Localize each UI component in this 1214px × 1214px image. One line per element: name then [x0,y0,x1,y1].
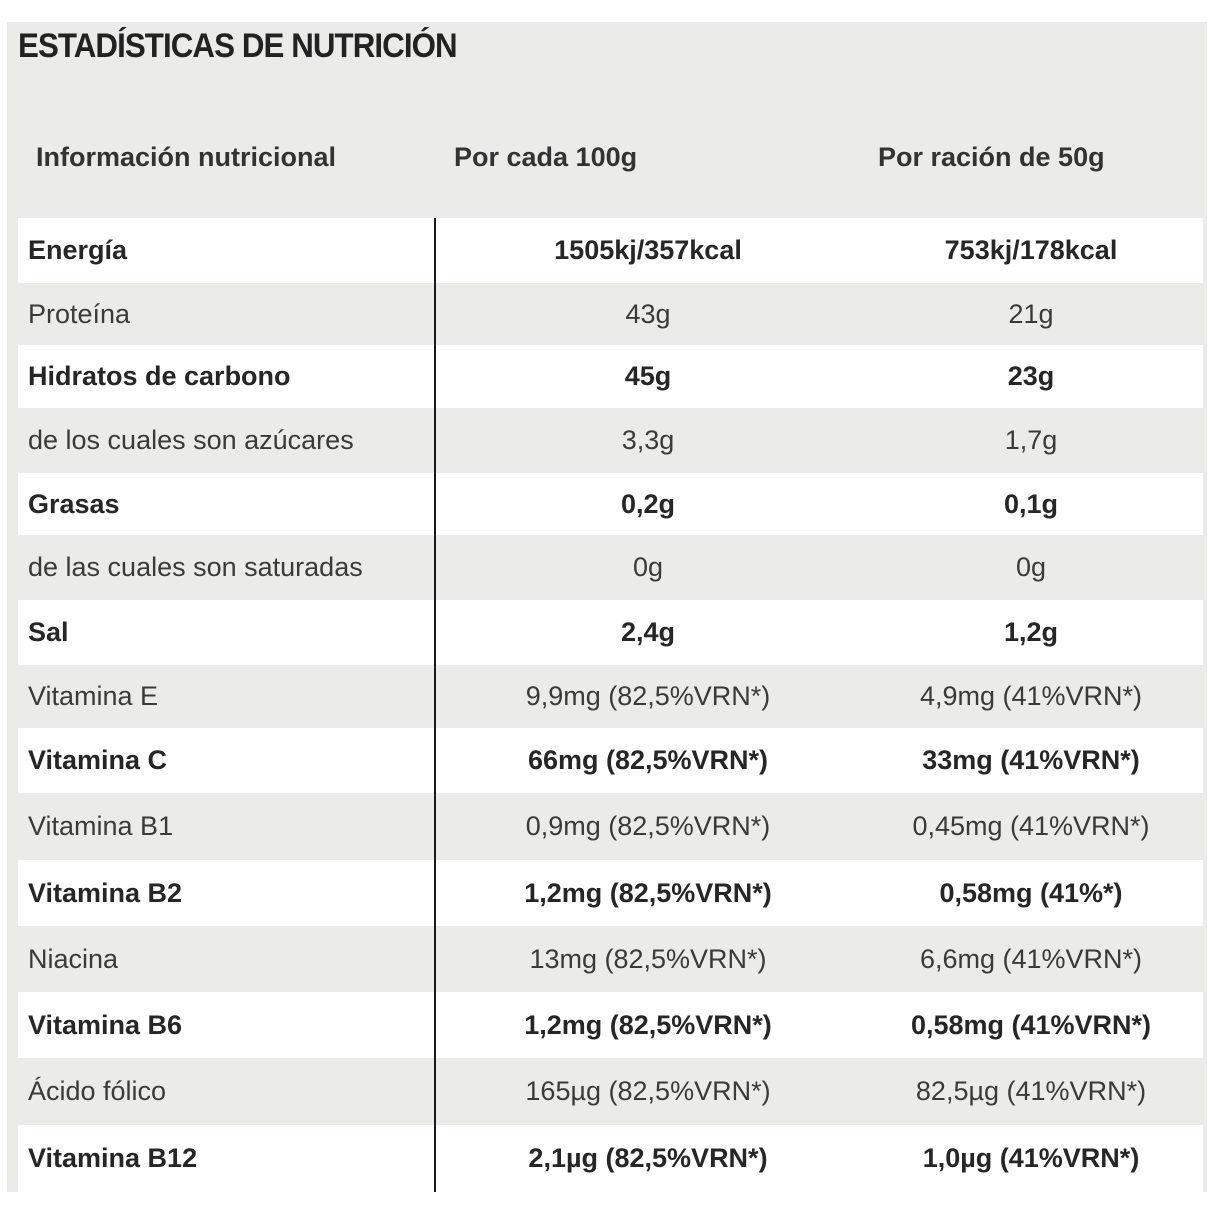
value-per-serving: 6,6mg (41%VRN*) [919,943,1143,974]
table-row: Vitamina B2 1,2mg (82,5%VRN*) 0,58mg (41%*… [18,860,1203,926]
value-per-100g: 1,2mg (82,5%VRN*) [524,877,772,908]
value-per-serving: 753kj/178kcal [944,235,1118,265]
header-per-100g: Por cada 100g [454,142,638,172]
table-row: Vitamina B1 0,9mg (82,5%VRN*) 0,45mg (41%V… [18,793,1203,860]
value-per-100g: 9,9mg (82,5%VRN*) [525,681,771,711]
nutrient-name: Vitamina B2 [28,877,183,908]
column-divider [434,218,436,1192]
value-per-serving: 4,9mg (41%VRN*) [919,681,1143,711]
value-per-100g: 165µg (82,5%VRN*) [525,1076,771,1106]
nutrient-name: Niacina [28,943,119,974]
table-row: Vitamina E 9,9mg (82,5%VRN*) 4,9mg (41%VRN… [18,665,1203,728]
table-row: Hidratos de carbono 45g 23g [18,345,1203,408]
value-per-100g: 1,2mg (82,5%VRN*) [524,1009,772,1040]
value-per-100g: 0,9mg (82,5%VRN*) [525,811,771,841]
table-row: Vitamina B12 2,1µg (82,5%VRN*) 1,0µg (41%V… [18,1125,1203,1192]
value-per-100g: 66mg (82,5%VRN*) [527,745,769,775]
nutrient-name: Vitamina B6 [28,1009,183,1040]
value-per-serving: 1,7g [1004,425,1058,455]
table-row: Proteína 43g 21g [18,283,1203,345]
header-nutrient: Información nutricional [36,142,337,172]
nutrient-name: de las cuales son saturadas [28,552,363,582]
nutrient-name: Energía [28,235,128,265]
value-per-100g: 2,4g [620,617,676,647]
value-per-serving: 0,45mg (41%VRN*) [912,811,1150,841]
value-per-serving: 23g [1007,361,1055,391]
value-per-100g: 13mg (82,5%VRN*) [529,943,767,974]
value-per-100g: 0,2g [620,488,676,519]
table-row: de los cuales son azúcares 3,3g 1,7g [18,408,1203,473]
nutrient-name: Vitamina B1 [28,811,174,841]
value-per-100g: 43g [625,298,671,329]
table-row: Energía 1505kj/357kcal 753kj/178kcal [18,218,1203,283]
nutrient-name: de los cuales son azúcares [28,425,354,455]
nutrient-name: Vitamina C [28,745,168,775]
value-per-100g: 2,1µg (82,5%VRN*) [528,1143,768,1173]
nutrient-name: Vitamina E [28,681,159,711]
nutrient-name: Vitamina B12 [28,1143,198,1173]
value-per-serving: 0,58mg (41%*) [939,877,1123,908]
table-row: Grasas 0,2g 0,1g [18,473,1203,535]
nutrient-name: Ácido fólico [28,1076,167,1106]
table-row: Vitamina C 66mg (82,5%VRN*) 33mg (41%VRN*) [18,728,1203,793]
table-row: Niacina 13mg (82,5%VRN*) 6,6mg (41%VRN*) [18,926,1203,992]
value-per-serving: 1,2g [1003,617,1059,647]
nutrient-name: Proteína [28,298,131,329]
nutrient-name: Hidratos de carbono [28,361,291,391]
table-row: Sal 2,4g 1,2g [18,600,1203,665]
nutrient-name: Sal [28,617,69,647]
table-row: Vitamina B6 1,2mg (82,5%VRN*) 0,58mg (41%V… [18,992,1203,1058]
table-row: Ácido fólico 165µg (82,5%VRN*) 82,5µg (41%… [18,1058,1203,1125]
header-per-serving: Por ración de 50g [878,142,1105,172]
nutrient-name: Grasas [28,488,120,519]
value-per-serving: 0g [1015,552,1047,582]
value-per-100g: 45g [624,361,672,391]
value-per-serving: 82,5µg (41%VRN*) [915,1076,1147,1106]
value-per-serving: 0,58mg (41%VRN*) [910,1009,1152,1040]
value-per-100g: 0g [632,552,664,582]
table-header: Información nutricional Por cada 100g Po… [18,120,1203,218]
value-per-100g: 3,3g [621,425,675,455]
section-title: ESTADÍSTICAS DE NUTRICIÓN [18,27,458,65]
value-per-serving: 0,1g [1003,488,1059,519]
value-per-serving: 33mg (41%VRN*) [922,745,1140,775]
value-per-serving: 21g [1008,298,1054,329]
value-per-serving: 1,0µg (41%VRN*) [922,1143,1140,1173]
table-row: de las cuales son saturadas 0g 0g [18,535,1203,600]
nutrition-table: Información nutricional Por cada 100g Po… [18,120,1203,1192]
value-per-100g: 1505kj/357kcal [554,235,742,265]
